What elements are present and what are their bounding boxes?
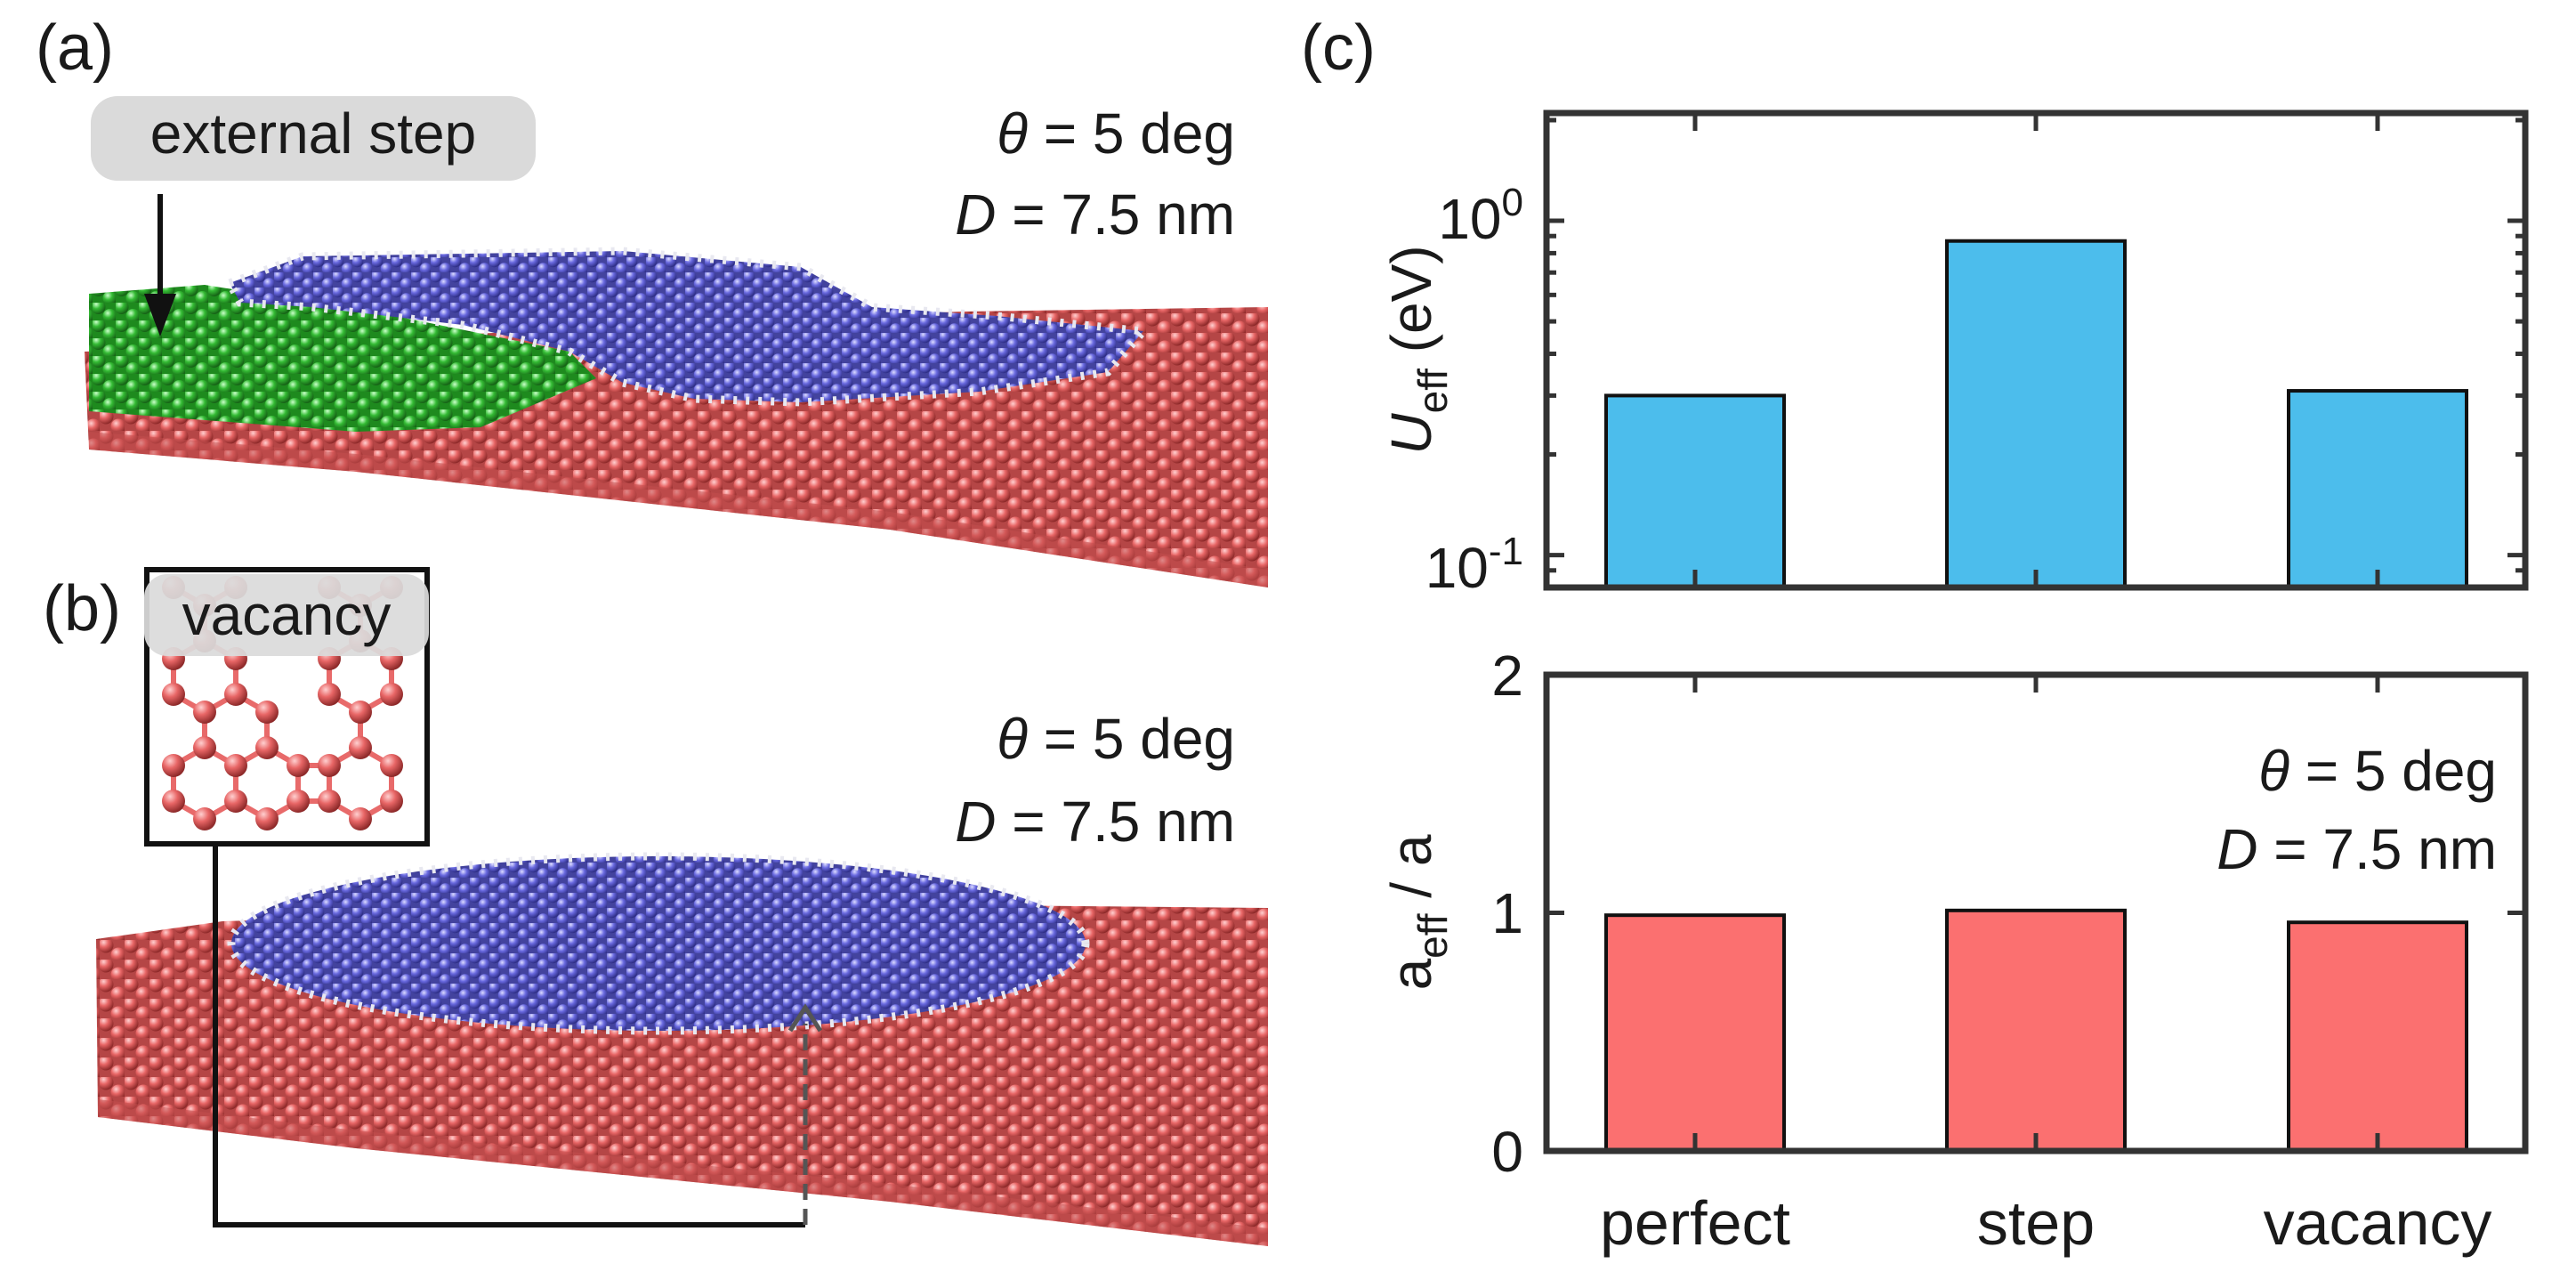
top-bar-perfect — [1604, 393, 1786, 589]
chart-bottom: 0 1 2 aeff / a θ = 5 deg D = 7.5 nm — [1379, 644, 2529, 1184]
inset-label-bubble — [144, 574, 429, 656]
theta-label-a: θ = 5 deg — [997, 101, 1235, 166]
bottom-bar-vacancy — [2287, 920, 2468, 1153]
bottom-bar-step — [1945, 908, 2127, 1153]
panel-b: (b) — [43, 567, 1268, 1246]
bottom-ytick-1: 1 — [1491, 881, 1523, 945]
xtick-label-perfect: perfect — [1600, 1188, 1790, 1258]
substrate-edge-b — [98, 1099, 1268, 1246]
top-bars — [1604, 239, 2468, 590]
callout-label-a: external step — [150, 101, 476, 166]
d-label-b: D = 7.5 nm — [955, 790, 1235, 854]
vacancy-inset: vacancy — [144, 567, 430, 847]
panel-label-c: (c) — [1301, 12, 1376, 84]
bottom-ylabel: aeff / a — [1379, 834, 1456, 990]
top-bar-vacancy — [2287, 389, 2468, 590]
panel-label-b: (b) — [43, 573, 121, 644]
vacancy-pointer-head — [787, 1003, 823, 1033]
top-ticks — [1546, 113, 2525, 590]
bottom-theta-annotation: θ = 5 deg — [2258, 739, 2497, 803]
bottom-ticks — [1546, 672, 2525, 1154]
flake-a — [223, 247, 1152, 407]
top-bar-step — [1945, 239, 2127, 589]
d-label-a: D = 7.5 nm — [955, 182, 1235, 247]
connector-line — [213, 846, 805, 1227]
bottom-bars — [1604, 908, 2468, 1154]
xtick-label-vacancy: vacancy — [2264, 1188, 2492, 1258]
arrow-head-a — [144, 294, 176, 336]
panel-c: (c) 100 10-1 Ueff (eV) 0 1 2 aeff / a θ … — [1301, 12, 2529, 1258]
bottom-ytick-0: 0 — [1491, 1120, 1523, 1184]
flake-b — [227, 852, 1090, 1035]
chart-top: 100 10-1 Ueff (eV) — [1379, 109, 2529, 600]
inset-label: vacancy — [182, 583, 392, 647]
callout-bubble-a — [91, 96, 536, 181]
bottom-ytick-2: 2 — [1491, 644, 1523, 708]
panel-label-a: (a) — [36, 12, 114, 84]
top-ylabel: Ueff (eV) — [1379, 245, 1456, 454]
xtick-label-step: step — [1977, 1188, 2095, 1258]
panel-a: (a) external step θ = 5 deg D = 7.5 nm — [36, 12, 1268, 587]
top-ytick-label-0: 100 — [1438, 181, 1523, 251]
top-ytick-label-1: 10-1 — [1425, 530, 1523, 600]
step-layer-a — [89, 285, 596, 432]
substrate-edge-a — [89, 432, 1268, 587]
theta-label-b: θ = 5 deg — [997, 707, 1235, 771]
bottom-d-annotation: D = 7.5 nm — [2217, 817, 2497, 881]
bottom-bar-perfect — [1604, 913, 1786, 1154]
